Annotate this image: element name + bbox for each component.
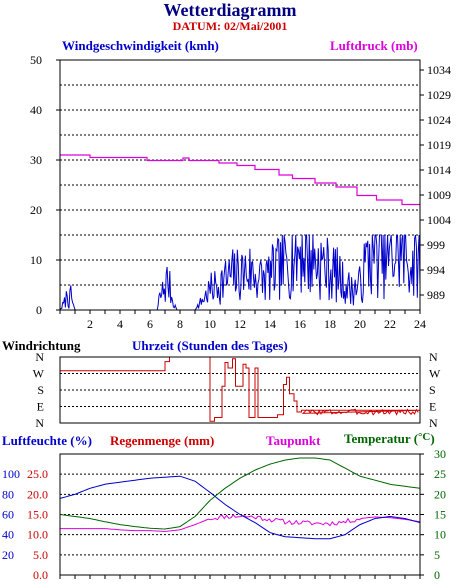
temperature-tick-label: 10 <box>434 528 446 542</box>
pressure-tick-label: 1014 <box>427 163 451 177</box>
wind-tick-label: 40 <box>30 103 42 117</box>
humidity-tick-label: 100 <box>2 467 20 481</box>
wind-speed-axis-label: Windgeschwindigkeit (kmh) <box>62 38 219 53</box>
direction-tick-label-right: S <box>429 383 436 397</box>
temperature-label-close: ) <box>430 431 434 446</box>
series-wind-direction <box>60 356 421 422</box>
rain-tick-label: 15.0 <box>27 508 48 522</box>
direction-tick-label-right: N <box>429 350 438 364</box>
rain-tick-label: 25.0 <box>27 467 48 481</box>
pressure-tick-label: 1029 <box>427 88 451 102</box>
pressure-axis-label: Luftdruck (mb) <box>330 38 418 53</box>
temperature-tick-label: 0 <box>434 568 440 582</box>
direction-tick-label-left: N <box>35 350 44 364</box>
hour-tick-label: 6 <box>147 317 153 331</box>
direction-tick-label-left: S <box>37 383 44 397</box>
pressure-tick-label: 1019 <box>427 138 451 152</box>
rain-label: Regenmenge (mm) <box>110 433 214 448</box>
chart-title: Wetterdiagramm <box>164 0 297 20</box>
rain-tick-label: 0.0 <box>33 568 48 582</box>
humidity-tick-label: 20 <box>2 548 14 562</box>
tick-label-layer: 0102030405098999499910041009101410191024… <box>2 53 451 582</box>
pressure-tick-label: 999 <box>427 238 445 252</box>
rain-tick-label: 5.0 <box>33 548 48 562</box>
wind-tick-label: 10 <box>30 253 42 267</box>
wind-tick-label: 30 <box>30 153 42 167</box>
pressure-tick-label: 1034 <box>427 63 451 77</box>
series-humidity <box>59 475 421 540</box>
hour-tick-label: 2 <box>87 317 93 331</box>
frame-layer <box>56 59 424 579</box>
humidity-tick-label: 40 <box>2 528 14 542</box>
time-axis-label: Uhrzeit (Stunden des Tages) <box>132 338 288 353</box>
hour-tick-label: 14 <box>264 317 276 331</box>
temperature-tick-label: 25 <box>434 467 446 481</box>
pressure-tick-label: 1009 <box>427 188 451 202</box>
wind-tick-label: 0 <box>36 303 42 317</box>
chart-date: DATUM: 02/Mai/2001 <box>173 19 288 33</box>
hour-tick-label: 18 <box>324 317 336 331</box>
temperature-tick-label: 20 <box>434 487 446 501</box>
hour-tick-label: 10 <box>204 317 216 331</box>
rain-tick-label: 10.0 <box>27 528 48 542</box>
hour-tick-label: 22 <box>384 317 396 331</box>
humidity-label: Luftfeuchte (%) <box>2 433 92 448</box>
pressure-tick-label: 1004 <box>427 213 451 227</box>
series-pressure <box>60 154 420 206</box>
temperature-label: Temperatur (°C) <box>344 431 435 446</box>
temperature-tick-label: 5 <box>434 548 440 562</box>
hour-tick-label: 20 <box>354 317 366 331</box>
series-dewpoint <box>60 514 421 532</box>
pressure-tick-label: 989 <box>427 288 445 302</box>
temperature-tick-label: 15 <box>434 508 446 522</box>
rain-tick-label: 20.0 <box>27 487 48 501</box>
direction-tick-label-left: N <box>35 416 44 430</box>
humidity-tick-label: 80 <box>2 487 14 501</box>
temperature-unit: °C <box>418 431 430 443</box>
pressure-tick-label: 1024 <box>427 113 451 127</box>
direction-tick-label-left: E <box>37 400 44 414</box>
hour-tick-label: 4 <box>117 317 123 331</box>
grid-layer <box>60 84 420 556</box>
panel-direction-frame <box>59 356 421 424</box>
wind-tick-label: 20 <box>30 203 42 217</box>
hour-tick-label: 24 <box>414 317 426 331</box>
direction-tick-label-right: N <box>429 416 438 430</box>
humidity-tick-label: 60 <box>2 508 14 522</box>
hour-tick-label: 12 <box>234 317 246 331</box>
direction-tick-label-right: E <box>429 400 436 414</box>
pressure-tick-label: 994 <box>427 263 445 277</box>
direction-tick-label-right: W <box>429 367 441 381</box>
series-temperature <box>59 457 421 530</box>
hour-tick-label: 16 <box>294 317 306 331</box>
dewpoint-label: Taupunkt <box>266 433 321 448</box>
temperature-tick-label: 30 <box>434 447 446 461</box>
wind-direction-label: Windrichtung <box>2 338 81 353</box>
hour-tick-label: 8 <box>177 317 183 331</box>
direction-tick-label-left: W <box>33 367 45 381</box>
wind-tick-label: 50 <box>30 53 42 67</box>
